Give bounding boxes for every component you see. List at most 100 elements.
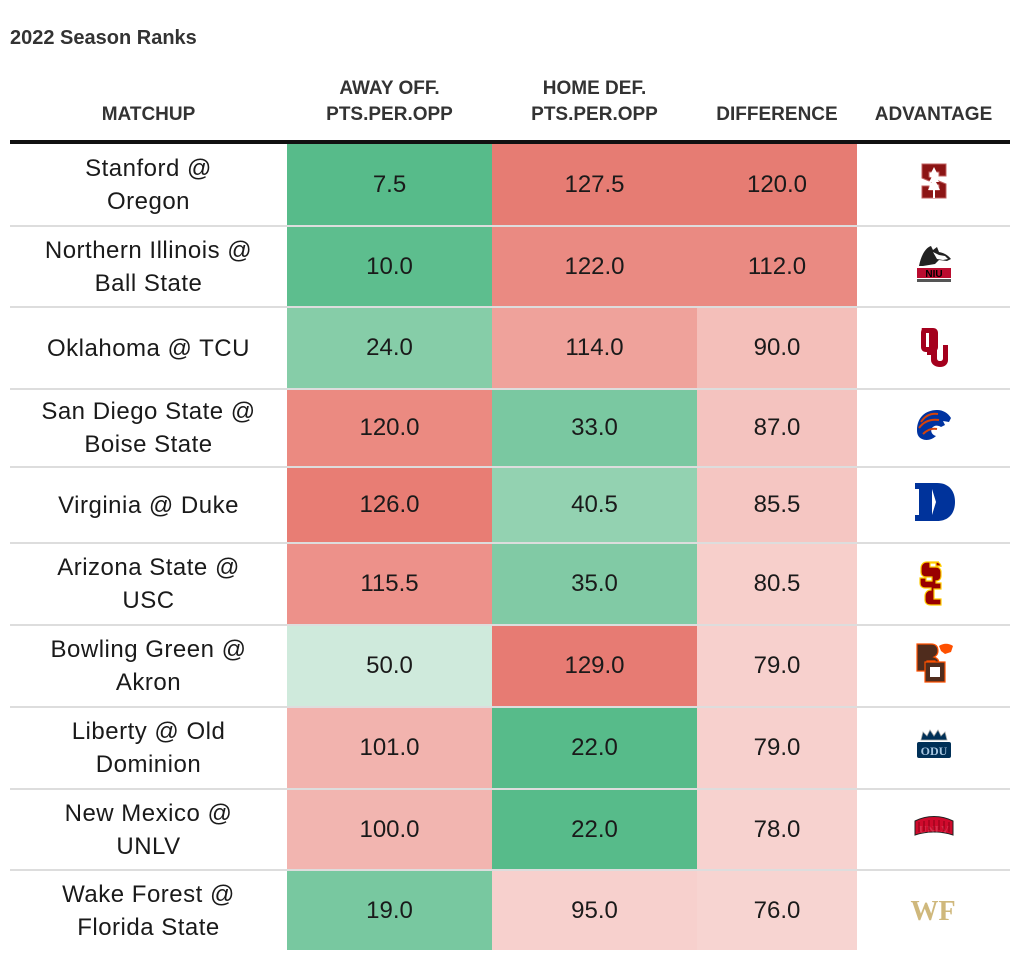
matchup-cell: Wake Forest @ Florida State [10,870,287,950]
table-row: Stanford @ Oregon 7.5 127.5 120.0 [10,144,1010,226]
advantage-cell [857,144,1010,226]
column-header-home-def[interactable]: HOME DEF. PTS.PER.OPP [492,76,697,128]
table-header: MATCHUP AWAY OFF. PTS.PER.OPP HOME DEF. … [10,70,1010,140]
matchup-line: Akron [115,669,182,696]
matchup-line: New Mexico @ [64,799,233,827]
advantage-cell: NIU [857,226,1010,307]
matchup-line: UNLV [116,832,181,860]
svg-text:ODU: ODU [920,744,947,758]
column-header-matchup[interactable]: MATCHUP [10,102,287,128]
home-def-cell: 33.0 [492,389,697,467]
column-header-line2: ADVANTAGE [874,104,993,125]
matchup-line: Boise State [84,431,213,458]
column-header-difference[interactable]: DIFFERENCE [697,102,857,128]
table-row: Liberty @ Old Dominion 101.0 22.0 79.0 ODU [10,707,1010,789]
away-off-cell: 126.0 [287,467,492,543]
advantage-cell: ODU [857,707,1010,789]
away-off-cell: 24.0 [287,307,492,389]
advantage-cell [857,389,1010,467]
duke-logo-icon [909,477,959,527]
away-off-cell: 7.5 [287,144,492,226]
matchup-line: Wake Forest @ [62,880,235,908]
away-off-cell: 19.0 [287,870,492,950]
home-def-cell: 35.0 [492,543,697,625]
home-def-cell: 122.0 [492,226,697,307]
difference-cell: 112.0 [697,226,857,307]
boise-state-logo-icon [909,400,959,450]
away-off-cell: 101.0 [287,707,492,789]
unlv-logo-icon: UNLV [909,801,959,851]
column-header-line2: MATCHUP [101,104,196,125]
wake-forest-logo-icon: WF [909,882,959,932]
matchup-line: Oregon [106,187,191,215]
matchup-line: Dominion [95,751,202,778]
matchup-line: Bowling Green @ [50,636,247,663]
matchup-line: Florida State [77,913,220,941]
difference-cell: 85.5 [697,467,857,543]
home-def-cell: 22.0 [492,789,697,870]
svg-text:WF: WF [910,896,955,927]
column-header-away-off[interactable]: AWAY OFF. PTS.PER.OPP [287,76,492,128]
matchup-line: San Diego State @ [41,398,256,425]
matchup-line: Oklahoma @ TCU [47,334,250,362]
advantage-cell [857,625,1010,707]
advantage-cell: WF [857,870,1010,950]
table-row: Northern Illinois @ Ball State 10.0 122.0 11… [10,226,1010,307]
matchup-cell: Oklahoma @ TCU [10,307,287,389]
home-def-cell: 127.5 [492,144,697,226]
column-header-line1: HOME DEF. [542,78,647,99]
matchup-cell: San Diego State @ Boise State [10,389,287,467]
matchup-line: Arizona State @ [57,554,240,581]
home-def-cell: 114.0 [492,307,697,389]
home-def-cell: 129.0 [492,625,697,707]
advantage-cell [857,543,1010,625]
difference-cell: 79.0 [697,707,857,789]
away-off-cell: 10.0 [287,226,492,307]
advantage-cell: UNLV [857,789,1010,870]
away-off-cell: 120.0 [287,389,492,467]
stanford-logo-icon [909,156,959,206]
advantage-cell [857,467,1010,543]
table-title: 2022 Season Ranks [10,27,197,49]
niu-logo-icon: NIU [909,238,959,288]
rankings-table: Stanford @ Oregon 7.5 127.5 120.0 Northern Il… [10,144,1010,950]
advantage-cell [857,307,1010,389]
matchup-cell: Liberty @ Old Dominion [10,707,287,789]
home-def-cell: 40.5 [492,467,697,543]
table-row: Wake Forest @ Florida State 19.0 95.0 76.0 WF [10,870,1010,950]
usc-logo-icon [909,556,959,606]
column-header-line2: PTS.PER.OPP [531,104,658,125]
difference-cell: 120.0 [697,144,857,226]
matchup-cell: Virginia @ Duke [10,467,287,543]
matchup-line: Ball State [94,269,203,297]
difference-cell: 80.5 [697,543,857,625]
table-row: Arizona State @ USC 115.5 35.0 80.5 [10,543,1010,625]
column-header-line2: DIFFERENCE [716,104,838,125]
matchup-line: USC [122,587,175,614]
matchup-cell: New Mexico @ UNLV [10,789,287,870]
difference-cell: 90.0 [697,307,857,389]
matchup-line: Stanford @ [85,154,212,182]
difference-cell: 78.0 [697,789,857,870]
column-header-line2: PTS.PER.OPP [326,104,453,125]
away-off-cell: 115.5 [287,543,492,625]
odu-logo-icon: ODU [909,720,959,770]
table-row: Oklahoma @ TCU 24.0 114.0 90.0 [10,307,1010,389]
matchup-line: Virginia @ Duke [58,491,239,519]
matchup-line: Northern Illinois @ [44,236,253,264]
table-row: Virginia @ Duke 126.0 40.5 85.5 [10,467,1010,543]
difference-cell: 79.0 [697,625,857,707]
table-row: San Diego State @ Boise State 120.0 33.0 87.… [10,389,1010,467]
difference-cell: 87.0 [697,389,857,467]
oklahoma-logo-icon [909,320,959,370]
home-def-cell: 22.0 [492,707,697,789]
table-row: New Mexico @ UNLV 100.022.078.0 UNLV [10,789,1010,870]
column-header-advantage[interactable]: ADVANTAGE [857,102,1010,128]
header-divider [10,140,1010,144]
matchup-cell: Stanford @ Oregon [10,144,287,226]
table-row: Bowling Green @ Akron 50.0 129.0 79.0 [10,625,1010,707]
bowling-green-logo-icon [909,638,959,688]
matchup-cell: Bowling Green @ Akron [10,625,287,707]
column-header-line1: AWAY OFF. [339,78,440,99]
difference-cell: 76.0 [697,870,857,950]
